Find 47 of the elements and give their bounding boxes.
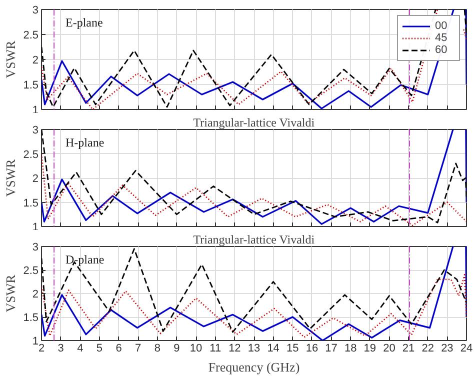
annotation: E-plane: [66, 16, 103, 30]
x-tick-label: 9: [174, 342, 180, 354]
x-tick-label: 16: [306, 342, 318, 354]
y-tick-label: 2.5: [23, 148, 39, 161]
y-tick-label: 1.5: [23, 312, 39, 324]
x-tick-label: 23: [441, 342, 454, 354]
x-tick-label: 15: [286, 342, 299, 354]
x-tick-label: 5: [96, 342, 103, 354]
x-tick-label: 12: [228, 342, 241, 354]
y-tick-label: 2: [32, 54, 39, 66]
x-tick-label: 14: [267, 342, 280, 354]
y-tick-label: 2: [32, 288, 39, 300]
annotation: H-plane: [66, 136, 104, 150]
x-tick-label: 4: [77, 342, 84, 354]
y-tick-label: 2.5: [23, 30, 39, 42]
x-tick-label: 20: [383, 342, 396, 354]
x-tick-label: 3: [58, 342, 64, 354]
x-tick-label: 21: [402, 342, 415, 354]
y-tick-label: 1.5: [23, 197, 39, 210]
y-axis-title: VSWR: [3, 158, 18, 197]
x-tick-label: 10: [190, 342, 202, 354]
x-tick-label: 6: [116, 342, 122, 354]
y-tick-label: 2: [32, 173, 39, 185]
x-tick-label: 24: [460, 342, 473, 354]
x-tick-label: 17: [325, 342, 338, 354]
legend-label: 00: [435, 20, 448, 32]
y-axis-title: VSWR: [3, 40, 18, 78]
x-tick-label: 22: [422, 342, 434, 354]
y-axis-title: VSWR: [3, 274, 18, 312]
y-tick-label: 2.5: [23, 265, 39, 277]
annotation: D-plane: [66, 252, 104, 266]
legend-label: 60: [435, 44, 448, 56]
x-tick-label: 11: [210, 342, 222, 354]
x-tick-label: 18: [344, 342, 357, 354]
chart-title: Triangular-lattice Vivaldi: [193, 232, 316, 246]
legend-label: 45: [435, 32, 448, 44]
y-tick-label: 3: [32, 242, 39, 254]
y-tick-label: 3: [32, 4, 39, 16]
x-tick-label: 7: [135, 342, 142, 354]
y-tick-label: 1: [32, 336, 39, 348]
x-tick-label: 13: [248, 342, 260, 354]
x-tick-label: 8: [154, 342, 160, 354]
chart-title: Triangular-lattice Vivaldi: [193, 116, 316, 130]
y-tick-label: 1.5: [23, 80, 39, 92]
y-tick-label: 3: [32, 124, 39, 136]
x-axis-title: Frequency (GHz): [208, 360, 300, 374]
x-tick-label: 19: [364, 342, 376, 354]
